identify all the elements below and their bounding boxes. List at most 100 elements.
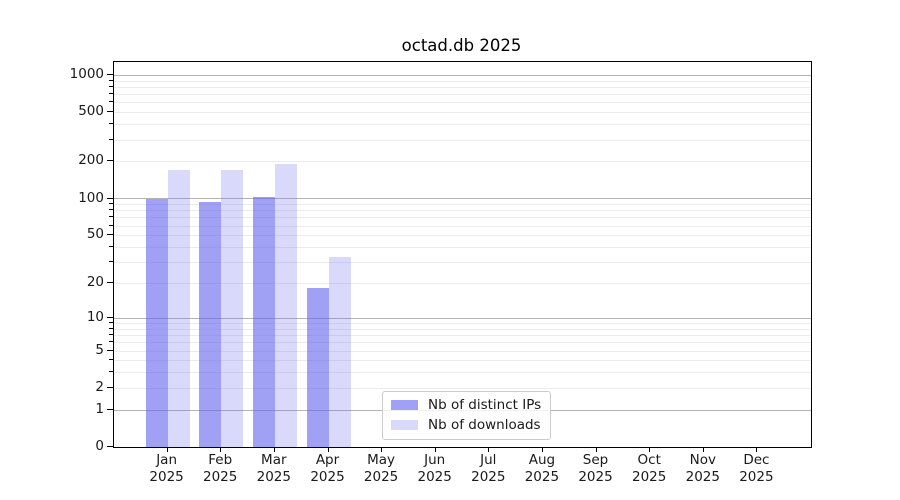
y-tick-label-1000: 1000 [69, 65, 104, 82]
x-tick-sep [595, 447, 597, 452]
gridline-minor-90 [114, 204, 811, 206]
y-minortick-80 [109, 209, 113, 211]
legend-swatch-distinct-ips-icon [391, 400, 418, 410]
y-minortick-800 [109, 85, 113, 87]
y-tick-1 [107, 408, 113, 410]
gridline-minor-5 [114, 350, 811, 352]
x-tick-label-dec: Dec 2025 [739, 452, 774, 485]
gridline-minor-9 [114, 323, 811, 324]
x-tick-label-jan: Jan 2025 [149, 452, 184, 485]
y-minortick-900 [109, 79, 113, 81]
bar-distinct-ips-jan [145, 198, 168, 447]
y-minortick-8 [109, 327, 113, 329]
gridline-minor-20 [114, 283, 811, 285]
gridline-major-1000 [114, 74, 811, 76]
bar-distinct-ips-mar [252, 196, 275, 447]
y-minortick-20 [109, 282, 113, 283]
gridline-minor-60 [114, 225, 811, 227]
gridline-minor-500 [114, 112, 811, 114]
x-tick-label-feb: Feb 2025 [203, 452, 238, 485]
gridline-minor-300 [114, 139, 811, 141]
y-tick-label-5: 5 [95, 341, 104, 358]
x-tick-jul [488, 447, 490, 452]
y-minortick-300 [109, 138, 113, 140]
gridline-minor-6 [114, 342, 811, 344]
y-minortick-7 [109, 334, 113, 335]
x-tick-label-jul: Jul 2025 [471, 452, 506, 485]
y-tick-label-1: 1 [95, 400, 104, 417]
gridline-minor-80 [114, 210, 811, 212]
gridline-minor-900 [114, 80, 811, 82]
y-tick-label-100: 100 [78, 189, 104, 206]
y-minortick-600 [109, 101, 113, 103]
x-tick-label-nov: Nov 2025 [685, 452, 720, 485]
x-tick-label-may: May 2025 [363, 452, 399, 485]
gridline-minor-50 [114, 235, 811, 237]
y-tick-1000 [107, 73, 113, 75]
bar-distinct-ips-feb [199, 202, 222, 447]
x-tick-label-mar: Mar 2025 [256, 452, 291, 485]
y-minortick-200 [109, 160, 113, 162]
gridline-minor-700 [114, 94, 811, 96]
y-minortick-70 [109, 216, 113, 218]
y-tick-10 [107, 316, 113, 318]
legend-label-downloads: Nb of downloads [428, 417, 541, 433]
x-tick-jun [434, 447, 436, 452]
gridline-minor-8 [114, 328, 811, 330]
y-tick-label-500: 500 [78, 103, 104, 120]
x-tick-label-sep: Sep 2025 [578, 452, 613, 485]
gridline-minor-70 [114, 217, 811, 219]
gridline-minor-2 [114, 387, 811, 389]
legend-row-downloads: Nb of downloads [391, 417, 541, 433]
gridline-major-100 [114, 198, 811, 200]
x-tick-aug [541, 447, 543, 452]
y-minortick-700 [109, 93, 113, 95]
y-minortick-30 [109, 261, 113, 263]
x-tick-nov [702, 447, 704, 452]
y-minortick-5 [109, 349, 113, 351]
x-tick-label-apr: Apr 2025 [310, 452, 345, 485]
y-minortick-60 [109, 224, 113, 226]
x-tick-oct [649, 447, 651, 452]
bar-distinct-ips-apr [306, 288, 329, 447]
y-tick-label-0: 0 [95, 438, 104, 454]
gridline-minor-600 [114, 102, 811, 104]
y-tick-0 [107, 446, 113, 447]
y-minortick-3 [109, 371, 113, 373]
x-tick-jan [166, 447, 168, 452]
gridline-minor-200 [114, 161, 811, 163]
gridline-minor-4 [114, 360, 811, 362]
x-tick-may [381, 447, 383, 452]
gridline-major-10 [114, 317, 811, 319]
gridline-minor-400 [114, 124, 811, 126]
bar-downloads-apr [328, 257, 351, 447]
plot-area: Nb of distinct IPs Nb of downloads [113, 61, 812, 448]
x-tick-feb [220, 447, 222, 452]
gridline-minor-3 [114, 372, 811, 374]
y-minortick-500 [109, 111, 113, 113]
y-tick-label-2: 2 [95, 378, 104, 395]
bar-downloads-jan [167, 169, 190, 447]
y-tick-label-10: 10 [86, 308, 104, 325]
x-tick-dec [756, 447, 758, 452]
gridline-minor-7 [114, 335, 811, 337]
legend-row-distinct-ips: Nb of distinct IPs [391, 397, 541, 413]
y-minortick-400 [109, 123, 113, 125]
x-tick-label-aug: Aug 2025 [524, 452, 560, 485]
y-minortick-4 [109, 359, 113, 361]
legend-label-distinct-ips: Nb of distinct IPs [428, 397, 542, 413]
y-minortick-9 [109, 322, 113, 323]
x-tick-label-oct: Oct 2025 [632, 452, 667, 485]
x-tick-mar [273, 447, 275, 452]
y-tick-label-50: 50 [86, 226, 104, 243]
bar-downloads-mar [274, 164, 297, 447]
y-minortick-50 [109, 234, 113, 236]
chart-title: octad.db 2025 [401, 36, 522, 55]
y-minortick-40 [109, 246, 113, 247]
y-tick-label-20: 20 [86, 274, 104, 290]
bar-downloads-feb [221, 169, 244, 447]
legend: Nb of distinct IPs Nb of downloads [382, 391, 552, 440]
y-tick-100 [107, 197, 113, 199]
gridline-minor-40 [114, 247, 811, 248]
